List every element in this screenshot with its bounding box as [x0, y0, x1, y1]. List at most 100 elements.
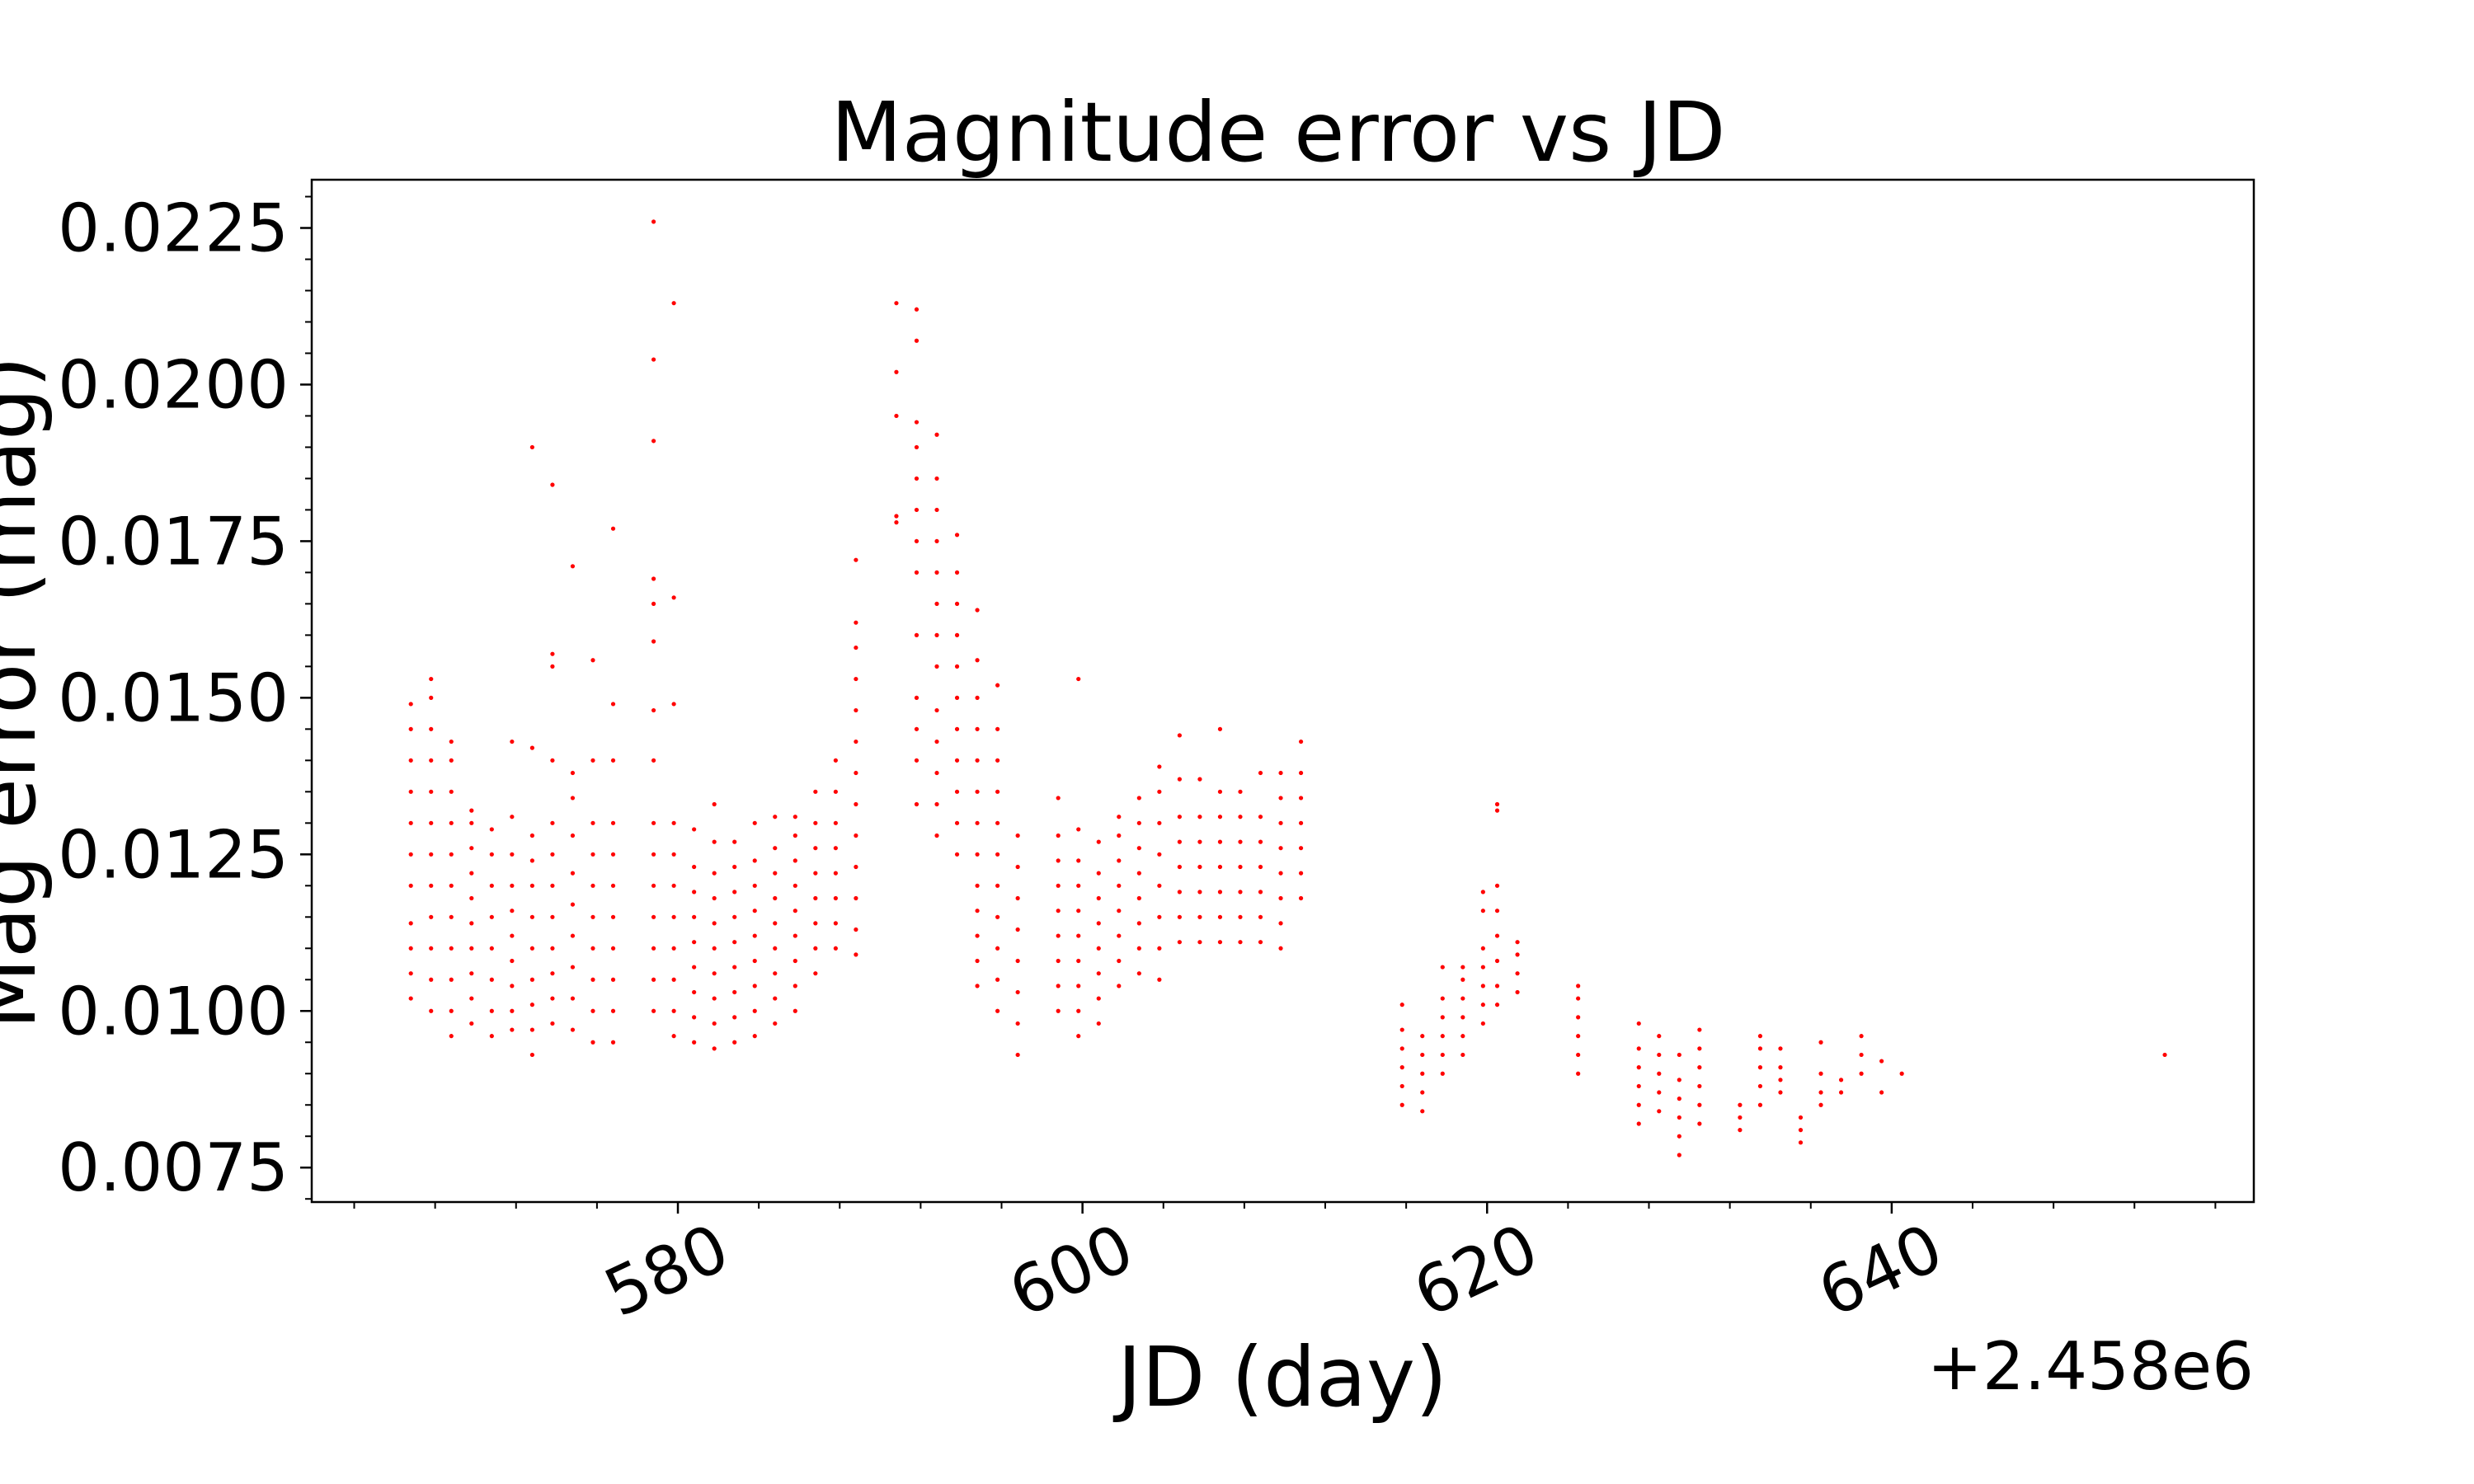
- y-tick-label: 0.0150: [58, 660, 289, 736]
- data-point: [995, 946, 1000, 951]
- data-point: [1677, 1134, 1681, 1139]
- data-point: [934, 664, 939, 669]
- data-point: [408, 726, 413, 731]
- data-point: [408, 996, 413, 1001]
- data-point: [651, 883, 656, 888]
- data-point: [1515, 952, 1520, 957]
- data-point: [590, 1040, 595, 1045]
- data-point: [610, 702, 616, 707]
- data-point: [1494, 808, 1500, 813]
- data-point: [1818, 1090, 1823, 1095]
- data-point: [854, 864, 858, 870]
- data-point: [954, 533, 960, 538]
- data-point: [1480, 909, 1485, 913]
- data-point: [1217, 815, 1223, 819]
- data-point: [1117, 833, 1122, 838]
- data-point: [1757, 1102, 1763, 1107]
- data-point: [1177, 914, 1182, 919]
- y-tick-label: 0.0200: [58, 346, 289, 423]
- data-point: [469, 1021, 474, 1026]
- data-point: [1056, 883, 1061, 888]
- data-point: [449, 820, 454, 825]
- data-point: [894, 301, 899, 306]
- data-point: [1798, 1115, 1804, 1120]
- data-point: [813, 946, 818, 951]
- data-point: [590, 946, 595, 951]
- data-point: [570, 770, 576, 776]
- data-point: [1298, 739, 1304, 744]
- data-point: [1818, 1071, 1823, 1076]
- data-point: [1076, 958, 1081, 964]
- data-point: [1838, 1078, 1844, 1082]
- data-point: [1677, 1115, 1681, 1120]
- data-point: [732, 839, 737, 844]
- data-point: [1136, 796, 1141, 801]
- data-point: [1197, 940, 1202, 945]
- data-point: [1576, 1052, 1581, 1058]
- data-point: [489, 1034, 494, 1039]
- data-point: [1258, 815, 1263, 819]
- data-point: [813, 789, 818, 794]
- data-point: [1177, 733, 1182, 738]
- data-point: [408, 921, 413, 926]
- data-point: [671, 852, 676, 857]
- data-point: [914, 507, 920, 513]
- data-point: [692, 989, 697, 995]
- data-point: [1757, 1083, 1763, 1089]
- data-point: [570, 1027, 576, 1032]
- data-point: [854, 833, 858, 838]
- data-point: [570, 933, 576, 938]
- y-tick-labels: 0.0075 0.0100 0.0125 0.0150 0.0175 0.0200 0.02…: [58, 190, 289, 1207]
- data-point: [1576, 1071, 1581, 1076]
- data-point: [712, 839, 717, 844]
- data-point: [975, 695, 980, 700]
- data-point: [651, 1008, 656, 1013]
- data-point: [510, 1027, 515, 1032]
- data-point: [1494, 958, 1500, 964]
- data-point: [2162, 1052, 2167, 1058]
- data-point: [1399, 1046, 1404, 1051]
- data-point: [1515, 971, 1520, 976]
- data-point: [1757, 1046, 1763, 1051]
- data-point: [590, 914, 595, 919]
- data-point: [408, 971, 413, 976]
- data-point: [975, 726, 980, 731]
- data-point: [692, 940, 697, 945]
- data-point: [975, 852, 980, 857]
- data-point: [429, 977, 434, 982]
- data-point: [429, 946, 434, 951]
- data-point: [773, 815, 778, 819]
- data-point: [1238, 839, 1243, 844]
- data-point: [1298, 796, 1304, 801]
- data-point: [469, 871, 474, 876]
- data-point: [671, 1034, 676, 1039]
- data-point: [651, 357, 656, 362]
- data-point: [934, 632, 939, 637]
- data-point: [570, 996, 576, 1001]
- data-point: [469, 971, 474, 976]
- data-point: [1015, 989, 1020, 995]
- data-point: [833, 846, 838, 851]
- data-point: [1096, 839, 1101, 844]
- data-point: [793, 883, 797, 888]
- data-point: [692, 827, 697, 832]
- data-point: [449, 789, 454, 794]
- data-point: [1440, 1052, 1445, 1058]
- data-point: [1576, 1034, 1581, 1039]
- data-point: [1278, 796, 1283, 801]
- data-point: [510, 852, 515, 857]
- data-point: [550, 1021, 555, 1026]
- data-point: [1076, 827, 1081, 832]
- data-point: [550, 852, 555, 857]
- data-point: [854, 770, 858, 776]
- data-point: [1460, 1052, 1465, 1058]
- data-point: [995, 977, 1000, 982]
- data-point: [408, 852, 413, 857]
- data-point: [954, 789, 960, 794]
- data-point: [1157, 820, 1162, 825]
- data-point: [934, 801, 939, 807]
- data-point: [1096, 895, 1101, 901]
- data-point: [1197, 815, 1202, 819]
- data-point: [833, 946, 838, 951]
- data-point: [712, 1021, 717, 1026]
